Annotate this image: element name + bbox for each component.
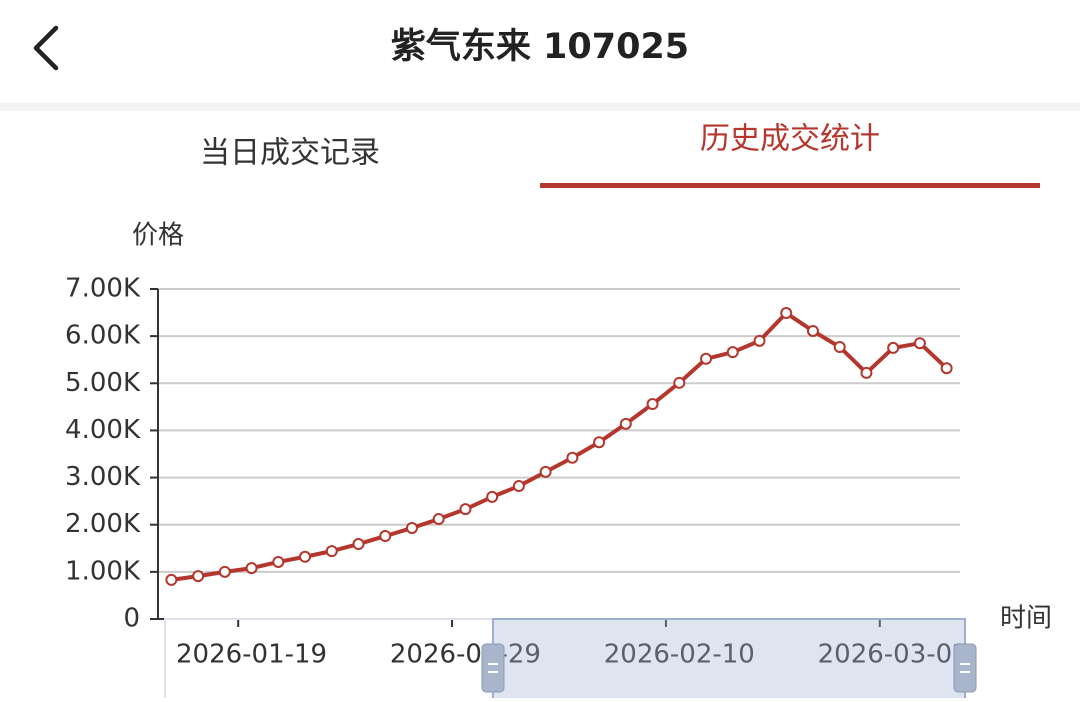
y-tick-label: 6.00K: [65, 321, 141, 351]
y-tick-label: 2.00K: [65, 509, 141, 539]
data-point: [299, 550, 312, 563]
data-point: [405, 522, 418, 535]
data-point: [352, 538, 365, 551]
tab[interactable]: 当日成交记录: [200, 136, 380, 171]
data-point: [619, 417, 632, 430]
data-point: [806, 324, 819, 337]
y-tick-label: 0: [123, 604, 140, 634]
data-point: [218, 565, 231, 578]
back-button[interactable]: [33, 25, 59, 71]
page-title: 紫气东来 107025: [391, 27, 689, 67]
x-tick-label: 2026-03-02: [818, 640, 969, 670]
data-point: [860, 366, 873, 379]
data-point: [539, 465, 552, 478]
y-tick-label: 3.00K: [65, 462, 141, 492]
data-point: [325, 545, 338, 558]
zoom-handle[interactable]: [953, 643, 977, 693]
y-tick-label: 4.00K: [65, 415, 141, 445]
data-point: [753, 334, 766, 347]
data-point: [486, 490, 499, 503]
data-point: [432, 513, 445, 526]
data-point: [780, 307, 793, 320]
data-point: [887, 341, 900, 354]
y-tick-label: 5.00K: [65, 368, 141, 398]
data-point: [512, 480, 525, 493]
data-point: [272, 555, 285, 568]
data-point: [726, 346, 739, 359]
price-line: [171, 311, 948, 582]
divider: [0, 103, 1080, 111]
data-point: [646, 398, 659, 411]
zoom-handle[interactable]: [481, 643, 505, 693]
data-point: [593, 436, 606, 449]
data-point: [673, 376, 686, 389]
x-tick-label: 2026-02-10: [604, 640, 755, 670]
data-point: [833, 340, 846, 353]
tab[interactable]: 历史成交统计: [700, 122, 880, 157]
data-point: [566, 451, 579, 464]
x-tick-label: 2026-01-19: [176, 640, 327, 670]
data-point: [459, 503, 472, 516]
zoom-window[interactable]: [492, 618, 966, 700]
data-point: [940, 362, 953, 375]
data-point: [192, 570, 205, 583]
data-point: [913, 337, 926, 350]
data-point: [379, 530, 392, 543]
tab-underline: [540, 183, 1040, 188]
y-tick-label: 7.00K: [65, 274, 141, 304]
data-point: [700, 352, 713, 365]
data-point: [165, 573, 178, 586]
y-axis-label: 价格: [132, 221, 184, 251]
y-tick-label: 1.00K: [65, 556, 141, 586]
data-point: [245, 562, 258, 575]
x-tick-label: 2026-01-29: [390, 640, 541, 670]
x-axis-label: 时间: [1000, 604, 1052, 634]
